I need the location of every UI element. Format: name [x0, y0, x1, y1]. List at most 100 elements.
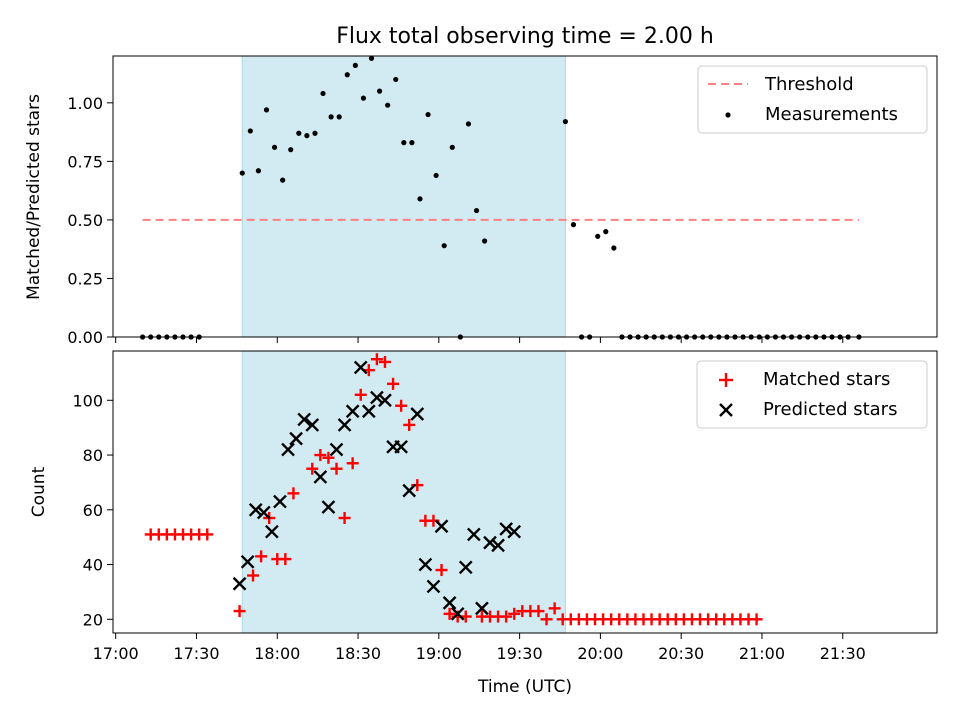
bottom-x-tick-label: 19:30 [497, 644, 543, 663]
measurement-point [473, 207, 480, 214]
measurement-point [280, 177, 286, 183]
predicted-star-point [305, 418, 320, 432]
matched-star-point [500, 610, 513, 623]
predicted-star-point [466, 527, 481, 542]
predicted-star-point [378, 393, 392, 408]
matched-star-point [314, 449, 327, 462]
predicted-star-point [353, 360, 368, 375]
matched-star-point [354, 388, 367, 401]
predicted-star-point [281, 442, 295, 457]
bottom-x-axis: 17:00 17:30 18:00 18:30 19:00 19:30 20:00 20:30… [93, 633, 866, 663]
measurement-point [352, 62, 358, 68]
matched-star-point [540, 613, 553, 626]
matched-star-point [201, 528, 214, 541]
legend-predicted-label: Predicted stars [763, 399, 897, 420]
matched-star-point [750, 613, 763, 626]
predicted-star-point [345, 404, 360, 419]
legend-measurements-label: Measurements [765, 104, 898, 125]
bottom-panel: 20 40 60 80 100 17:00 17:30 18:00 18:30 19:00 19:… [29, 350, 938, 697]
bottom-x-tick-label: 21:00 [739, 644, 785, 663]
matched-star-point [330, 462, 343, 475]
top-y-label: Matched/Predicted stars [24, 94, 44, 300]
matched-star-point [435, 564, 448, 577]
measurement-point [304, 133, 310, 139]
predicted-star-point [361, 404, 376, 419]
matched-star-point [548, 602, 561, 615]
top-legend: Threshold Measurements [697, 65, 928, 134]
bottom-x-tick-label: 20:00 [577, 644, 623, 663]
matched-star-point [233, 605, 246, 618]
top-legend-box [697, 65, 928, 134]
matched-star-point [346, 457, 359, 470]
measurement-point [271, 144, 278, 150]
legend-predicted-swatch [719, 403, 733, 417]
measurement-point [263, 107, 270, 113]
measurement-point [425, 111, 431, 118]
measurement-point [595, 233, 601, 239]
measurement-point [465, 121, 472, 127]
bottom-x-tick-label: 18:00 [254, 644, 300, 663]
top-y-tick-label: 0.25 [67, 269, 103, 288]
measurement-point [247, 128, 253, 134]
predicted-star-point [491, 538, 505, 553]
measurement-point [482, 238, 488, 244]
matched-star-point [403, 418, 416, 431]
legend-threshold-label: Threshold [764, 74, 854, 95]
measurement-point [393, 76, 399, 83]
predicted-star-point [475, 601, 489, 616]
bottom-y-tick-label: 80 [83, 446, 103, 465]
predicted-star-point [329, 442, 344, 457]
top-shaded-span [241, 55, 566, 338]
predicted-star-point [394, 439, 408, 454]
matched-star-point [387, 377, 400, 390]
bottom-x-tick-label: 17:00 [93, 644, 139, 663]
matched-star-point [287, 487, 300, 500]
measurement-point [570, 222, 577, 228]
measurement-point [449, 144, 455, 150]
predicted-star-point [458, 560, 473, 575]
predicted-star-point [248, 502, 263, 517]
bottom-plot-frame [112, 350, 938, 634]
measurement-point [328, 114, 334, 120]
matched-star-point [322, 451, 335, 464]
matched-star-point [338, 512, 351, 525]
predicted-star-point [402, 483, 417, 498]
bottom-legend: Matched stars Predicted stars [696, 360, 928, 429]
matched-star-point [395, 399, 408, 412]
predicted-star-point [337, 418, 352, 432]
measurement-point [239, 170, 245, 176]
bottom-y-axis: 20 40 60 80 100 [72, 391, 113, 629]
predicted-star-point [321, 500, 336, 514]
bottom-y-tick-label: 40 [83, 556, 103, 575]
measurement-point [441, 243, 447, 249]
top-x-ticks [115, 337, 844, 343]
predicted-star-point [434, 519, 449, 534]
legend-matched-swatch [719, 373, 733, 387]
legend-matched-label: Matched stars [763, 369, 890, 390]
measurement-point [288, 147, 294, 153]
bottom-y-label: Count [29, 466, 49, 517]
matched-star-point [532, 605, 545, 618]
predicted-star-point [256, 505, 271, 520]
measurement-point [336, 114, 342, 120]
predicted-star-point [483, 535, 497, 550]
predicted-star-point [232, 576, 247, 591]
measurement-point [603, 229, 609, 235]
predicted-star-point [426, 579, 441, 594]
bottom-y-tick-label: 20 [83, 610, 103, 629]
matched-star-point [247, 569, 260, 582]
measurement-point [417, 196, 423, 202]
measurement-point [368, 55, 375, 61]
measurement-point [344, 72, 350, 78]
measurement-point [409, 140, 415, 146]
predicted-star-point [442, 596, 457, 610]
predicted-star-point [240, 554, 255, 569]
predicted-star-point [450, 606, 465, 621]
bottom-x-tick-label: 19:00 [416, 644, 462, 663]
matched-star-point [255, 550, 268, 563]
bottom-y-tick-label: 100 [72, 391, 103, 410]
measurement-point [360, 95, 367, 101]
predicted-star-point [370, 390, 384, 405]
top-panel: 0.00 0.25 0.50 0.75 1.00 Matched/Predicted s… [24, 55, 938, 347]
